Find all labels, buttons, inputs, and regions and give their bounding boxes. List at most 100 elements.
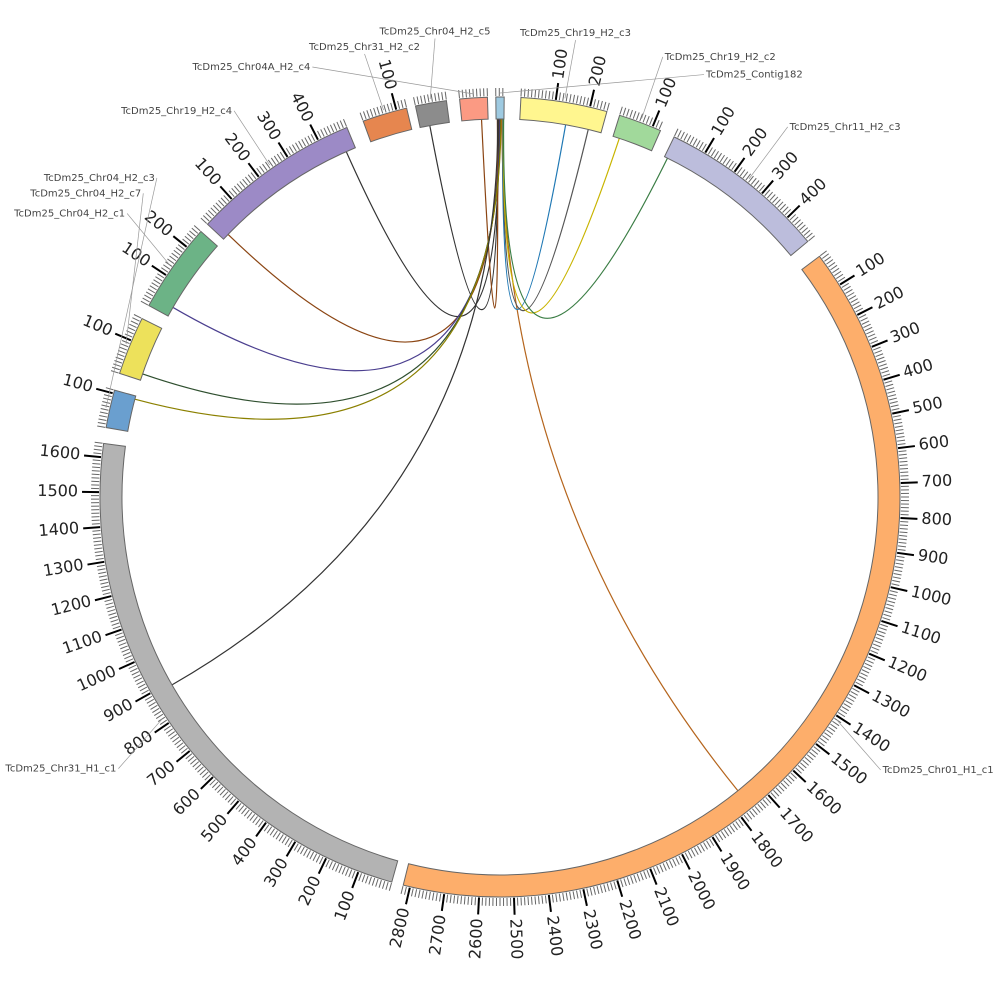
minor-tick xyxy=(124,655,132,660)
minor-tick xyxy=(125,658,134,663)
link-TcDm25_Chr19_H2_c3 xyxy=(502,119,589,312)
major-tick xyxy=(95,387,113,395)
minor-tick xyxy=(111,622,120,626)
minor-tick xyxy=(877,360,886,364)
minor-tick xyxy=(146,698,155,704)
minor-tick xyxy=(220,197,227,205)
minor-tick xyxy=(428,891,431,900)
segment-TcDm25_Chr31_H2_c2: 100 xyxy=(359,57,413,143)
minor-tick xyxy=(832,720,840,727)
minor-tick xyxy=(687,850,693,859)
minor-tick xyxy=(530,896,533,905)
minor-tick xyxy=(413,97,416,106)
minor-tick xyxy=(805,232,813,239)
minor-tick xyxy=(878,627,887,631)
minor-tick xyxy=(731,162,737,171)
minor-tick xyxy=(885,383,894,387)
minor-tick xyxy=(97,568,106,571)
minor-tick xyxy=(130,320,139,325)
minor-tick xyxy=(754,806,761,813)
segment-TcDm25_Chr04_H2_c5 xyxy=(413,91,450,129)
minor-tick xyxy=(285,148,291,156)
minor-tick xyxy=(95,557,104,561)
minor-tick xyxy=(174,739,182,746)
minor-tick xyxy=(642,114,647,123)
minor-tick xyxy=(537,89,540,98)
minor-tick xyxy=(736,167,743,175)
minor-tick xyxy=(177,244,185,250)
tick-label: 2200 xyxy=(615,897,645,941)
minor-tick xyxy=(739,169,746,177)
minor-tick xyxy=(695,140,701,148)
minor-tick xyxy=(310,133,316,142)
minor-tick xyxy=(437,92,440,101)
tick-label: 1800 xyxy=(747,828,787,872)
minor-tick xyxy=(778,785,785,792)
major-tick xyxy=(285,841,297,857)
minor-tick xyxy=(132,317,140,322)
minor-tick xyxy=(864,662,873,668)
minor-tick xyxy=(142,297,150,303)
minor-tick xyxy=(211,781,219,789)
minor-tick xyxy=(882,617,891,621)
minor-tick xyxy=(155,276,163,282)
minor-tick xyxy=(717,833,724,841)
minor-tick xyxy=(202,215,210,222)
minor-tick xyxy=(794,219,801,226)
minor-tick xyxy=(263,824,270,832)
segment-TcDm25_Chr04_H2_c7: 100 xyxy=(80,311,163,381)
minor-tick xyxy=(108,612,117,616)
minor-tick xyxy=(102,592,111,596)
minor-tick xyxy=(275,832,281,840)
minor-tick xyxy=(111,366,120,371)
minor-tick xyxy=(465,89,467,98)
minor-tick xyxy=(765,796,772,804)
minor-tick xyxy=(897,548,906,551)
minor-tick xyxy=(819,737,827,744)
minor-tick xyxy=(541,90,544,99)
major-tick xyxy=(317,857,328,875)
minor-tick xyxy=(233,185,240,193)
major-tick xyxy=(649,868,658,885)
tick-label: 400 xyxy=(287,89,318,125)
minor-tick xyxy=(899,467,909,470)
minor-tick xyxy=(558,92,561,101)
segment-label-leader xyxy=(748,126,788,180)
minor-tick xyxy=(420,95,423,104)
minor-tick xyxy=(224,793,232,801)
minor-tick xyxy=(296,845,302,853)
minor-tick xyxy=(582,96,586,105)
segment-label: TcDm25_Chr19_H2_c2 xyxy=(664,52,776,63)
tick-label: 2700 xyxy=(425,913,449,956)
segment-band xyxy=(519,97,608,134)
minor-tick xyxy=(847,697,855,702)
minor-tick xyxy=(551,91,554,100)
minor-tick xyxy=(235,802,242,810)
minor-tick xyxy=(889,401,898,404)
minor-tick xyxy=(899,457,908,460)
minor-tick xyxy=(593,99,596,108)
major-tick xyxy=(477,897,481,915)
minor-tick xyxy=(236,183,243,191)
minor-tick xyxy=(690,849,696,857)
minor-tick xyxy=(874,349,883,354)
minor-tick xyxy=(173,249,181,256)
minor-tick xyxy=(534,89,537,98)
minor-tick xyxy=(128,664,137,670)
minor-tick xyxy=(301,139,307,147)
minor-tick xyxy=(205,212,212,219)
minor-tick xyxy=(120,343,129,348)
tick-label: 100 xyxy=(852,248,888,280)
minor-tick xyxy=(366,110,370,119)
major-tick xyxy=(547,894,552,913)
minor-tick xyxy=(456,895,459,904)
minor-tick xyxy=(770,792,777,799)
minor-tick xyxy=(304,137,310,145)
minor-tick xyxy=(779,203,787,211)
minor-tick xyxy=(749,810,755,818)
major-tick xyxy=(512,897,516,915)
tick-label: 200 xyxy=(141,206,177,240)
tick-label: 2000 xyxy=(684,868,719,913)
minor-tick xyxy=(112,625,121,630)
minor-tick xyxy=(207,209,215,217)
